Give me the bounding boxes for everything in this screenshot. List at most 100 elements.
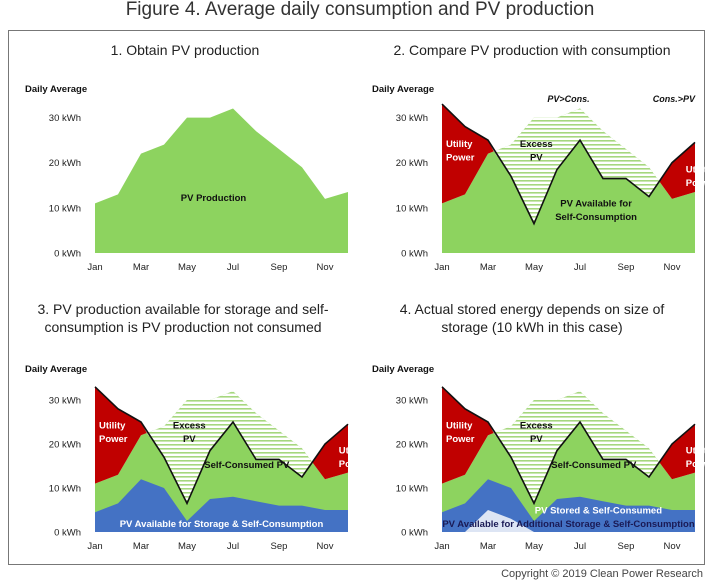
chart-title: storage (10 kWh in this case) [441, 319, 622, 335]
x-tick-label: Mar [133, 541, 149, 552]
utility-power-area-left [442, 104, 494, 204]
y-tick-label: 20 kWh [49, 158, 81, 169]
chart-panel-3: 3. PV production available for storage a… [25, 301, 368, 552]
utility-power-label-right: Utility [339, 446, 366, 457]
y-tick-label: 30 kWh [49, 396, 81, 407]
utility-power-label-left: Utility [446, 421, 473, 432]
pv-available-label: Self-Consumption [555, 212, 637, 223]
y-tick-label: 20 kWh [49, 440, 81, 451]
utility-power-label-left: Power [99, 434, 128, 445]
chart-title: 3. PV production available for storage a… [37, 301, 328, 317]
x-tick-label: Sep [271, 262, 288, 273]
chart-title: 4. Actual stored energy depends on size … [400, 301, 665, 317]
region-label-cons-gt-pv-right: Cons.>PV [653, 94, 696, 104]
y-tick-label: 20 kWh [396, 158, 428, 169]
y-axis-label: Daily Average [372, 364, 434, 375]
excess-pv-area [493, 108, 660, 224]
x-tick-label: Sep [618, 541, 635, 552]
x-tick-label: May [178, 541, 196, 552]
x-tick-label: Jan [87, 541, 102, 552]
x-tick-label: Nov [664, 262, 681, 273]
y-tick-label: 0 kWh [54, 528, 81, 539]
utility-power-area-left [95, 386, 147, 484]
x-tick-label: Jul [227, 262, 239, 273]
x-tick-label: Jan [434, 262, 449, 273]
storage-available-label: PV Available for Storage & Self-Consumpt… [120, 519, 324, 530]
utility-power-area-right [659, 142, 695, 199]
y-tick-label: 10 kWh [396, 203, 428, 214]
x-tick-label: Jul [227, 541, 239, 552]
y-tick-label: 10 kWh [49, 203, 81, 214]
x-tick-label: Jan [87, 262, 102, 273]
x-tick-label: Sep [618, 262, 635, 273]
excess-pv-area [146, 391, 313, 504]
x-tick-label: Nov [664, 541, 681, 552]
excess-pv-area [493, 391, 660, 504]
pv-production-label: PV Production [181, 193, 247, 204]
y-tick-label: 30 kWh [396, 396, 428, 407]
y-tick-label: 0 kWh [54, 249, 81, 260]
consumption-line [441, 103, 696, 226]
additional-storage-label: PV Available for Additional Storage & Se… [442, 519, 694, 530]
excess-pv-label: PV [530, 434, 543, 445]
consumption-line [441, 386, 696, 506]
chart-panel-2: 2. Compare PV production with consumptio… [372, 42, 715, 273]
x-tick-label: Sep [271, 541, 288, 552]
utility-power-label-right: Utility [686, 165, 713, 176]
utility-power-label-right: Power [686, 459, 715, 470]
self-consumed-pv-label: Self-Consumed PV [551, 460, 637, 471]
utility-power-label-right: Power [686, 178, 715, 189]
stored-self-consumed-label: PV Stored & Self-Consumed [535, 506, 662, 517]
x-tick-label: May [178, 262, 196, 273]
x-tick-label: Jan [434, 541, 449, 552]
region-label-cons-gt-pv: Cons.>PV [445, 94, 488, 104]
consumption-line [94, 386, 349, 506]
utility-power-label-left: Power [446, 434, 475, 445]
chart-title: 2. Compare PV production with consumptio… [393, 42, 670, 58]
excess-pv-label: Excess [520, 139, 553, 150]
utility-power-area-right [659, 424, 695, 480]
x-tick-label: Jul [574, 541, 586, 552]
stored-energy-area [442, 510, 695, 532]
utility-power-label-left: Utility [446, 139, 473, 150]
x-tick-label: Nov [317, 541, 334, 552]
utility-power-label-left: Power [446, 152, 475, 163]
chart-title: 1. Obtain PV production [111, 42, 260, 58]
x-tick-label: Mar [480, 262, 496, 273]
excess-pv-label: Excess [173, 421, 206, 432]
chart-panel-4: 4. Actual stored energy depends on size … [372, 301, 715, 552]
utility-power-label-left: Utility [99, 421, 126, 432]
pv-production-area [95, 108, 348, 254]
y-tick-label: 10 kWh [396, 484, 428, 495]
copyright-text: Copyright © 2019 Clean Power Research [501, 568, 703, 580]
y-tick-label: 0 kWh [401, 528, 428, 539]
figure-frame [8, 30, 705, 565]
y-axis-label: Daily Average [25, 84, 87, 95]
x-tick-label: Jul [574, 262, 586, 273]
y-tick-label: 0 kWh [401, 249, 428, 260]
y-tick-label: 30 kWh [49, 113, 81, 124]
excess-pv-label: PV [530, 152, 543, 163]
utility-power-label-right: Utility [686, 446, 713, 457]
region-label-pv-gt-cons: PV>Cons. [547, 94, 589, 104]
chart-panel-1: 1. Obtain PV production Daily Average 0 kW… [25, 42, 348, 273]
y-axis-label: Daily Average [25, 364, 87, 375]
y-axis-label: Daily Average [372, 84, 434, 95]
x-tick-label: Nov [317, 262, 334, 273]
storage-area [95, 479, 348, 532]
utility-power-area-right [312, 424, 348, 480]
y-tick-label: 30 kWh [396, 113, 428, 124]
x-tick-label: May [525, 262, 543, 273]
excess-pv-label: PV [183, 434, 196, 445]
y-tick-label: 20 kWh [396, 440, 428, 451]
x-tick-label: May [525, 541, 543, 552]
x-tick-label: Mar [133, 262, 149, 273]
pv-available-label: PV Available for [560, 199, 632, 210]
figure-title: Figure 4. Average daily consumption and … [125, 0, 595, 20]
utility-power-label-right: Power [339, 459, 368, 470]
utility-power-area-left [442, 386, 494, 484]
y-tick-label: 10 kWh [49, 484, 81, 495]
self-consumed-pv-label: Self-Consumed PV [204, 460, 290, 471]
x-tick-label: Mar [480, 541, 496, 552]
